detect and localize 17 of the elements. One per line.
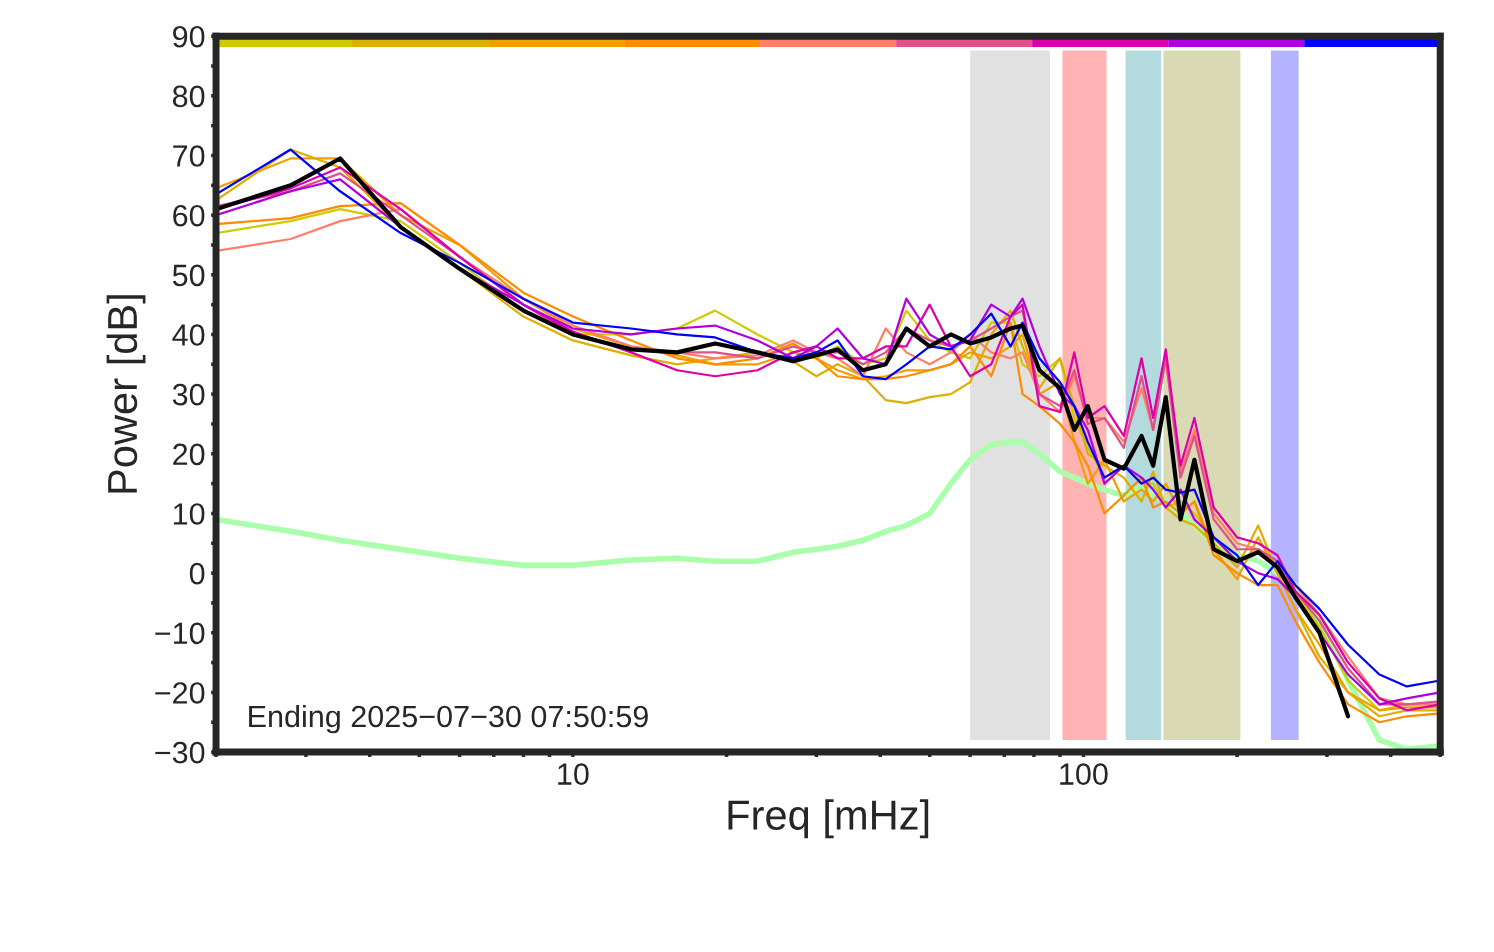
y-tick-label: −10	[155, 622, 205, 645]
x-axis-title: Freq [mHz]	[728, 799, 929, 839]
annotation: Ending 2025−07−30 07:50:59	[249, 704, 648, 734]
y-tick-label: 90	[173, 25, 205, 48]
y-tick-label: 20	[173, 443, 205, 466]
x-tick-label: 100	[1060, 763, 1108, 785]
y-axis-title: Power [dB]	[106, 295, 146, 493]
y-tick-label: 50	[172, 264, 205, 287]
y-tick-label: 10	[173, 503, 205, 525]
y-tick-label: 70	[173, 145, 205, 167]
y-tick-label: 40	[172, 324, 205, 346]
y-tick-label: 0	[189, 562, 205, 585]
y-tick-label: −20	[155, 682, 205, 704]
y-tick-label: −30	[155, 741, 205, 764]
y-tick-label: 60	[173, 204, 205, 227]
y-tick-label: 80	[172, 85, 205, 108]
y-tick-label: 30	[172, 383, 205, 406]
